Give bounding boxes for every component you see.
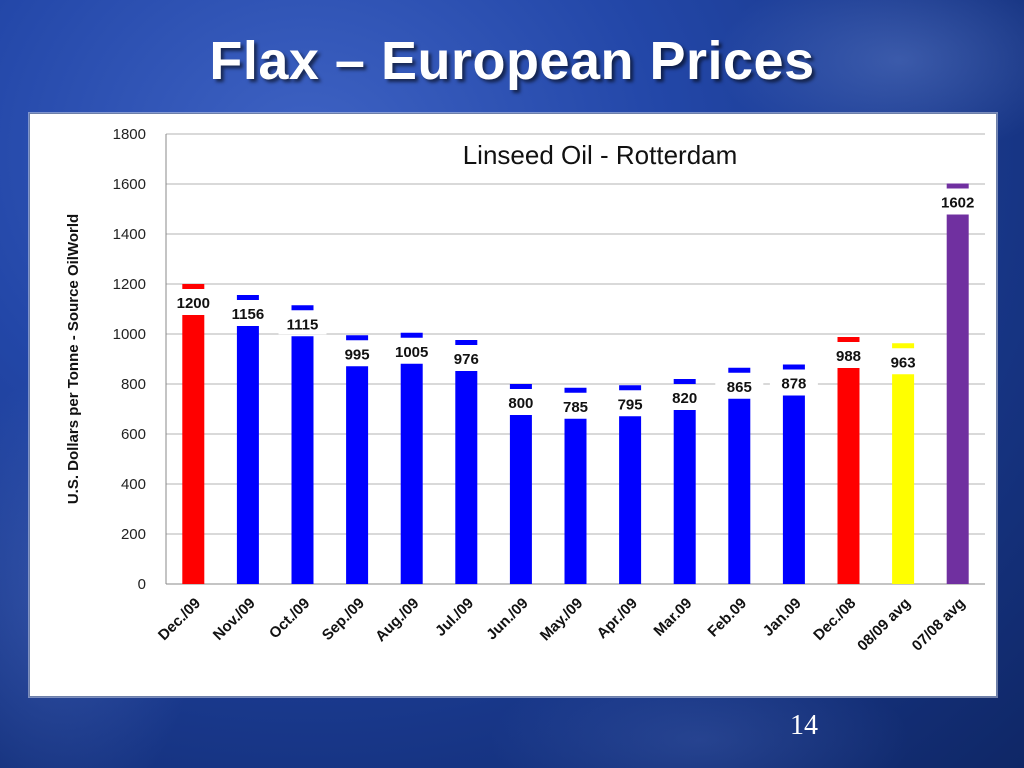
- data-label-bg: [169, 291, 218, 313]
- bar: [892, 374, 915, 584]
- y-tick-label: 600: [121, 426, 146, 443]
- y-tick-label: 1600: [113, 176, 146, 193]
- data-label-bg: [606, 392, 655, 415]
- data-label-bg: [769, 371, 818, 394]
- data-label: 785: [563, 399, 588, 416]
- data-label-bg: [824, 344, 873, 366]
- bar-cap: [673, 379, 696, 384]
- x-tick-label: Nov./09: [210, 595, 259, 644]
- data-label: 865: [727, 379, 752, 396]
- bar-cap: [564, 387, 587, 393]
- bar: [346, 366, 369, 584]
- x-tick-label: 08/09 avg: [854, 595, 914, 655]
- bar-cap: [619, 385, 642, 391]
- data-label-bg: [715, 374, 764, 397]
- x-tick-label: Jan.09: [760, 595, 805, 640]
- data-label: 1200: [177, 295, 210, 312]
- x-tick-label: 07/08 avg: [909, 595, 969, 655]
- data-label: 795: [618, 396, 643, 413]
- bar: [182, 315, 205, 584]
- x-tick-label: May./09: [537, 595, 587, 645]
- bar-cap: [892, 343, 915, 349]
- x-tick-label: Sep./09: [319, 595, 368, 644]
- chart-title: Linseed Oil - Rotterdam: [463, 140, 738, 170]
- data-label: 988: [836, 348, 861, 365]
- data-label: 976: [454, 351, 479, 368]
- x-tick-label: Mar.09: [650, 595, 695, 640]
- data-label-bg: [551, 394, 600, 417]
- x-tick-label: Feb.09: [704, 595, 750, 641]
- bar: [564, 418, 587, 584]
- slide-number: 14: [790, 710, 818, 741]
- x-tick-label: Apr./09: [594, 595, 641, 642]
- slide-title: Flax – European Prices: [209, 31, 815, 91]
- bar: [291, 336, 314, 584]
- y-tick-label: 400: [121, 476, 146, 493]
- data-label-bg: [496, 391, 545, 413]
- y-tick-label: 800: [121, 376, 146, 393]
- x-tick-label: Dec./08: [810, 595, 859, 644]
- bar: [619, 416, 642, 584]
- y-tick-label: 1200: [113, 276, 146, 293]
- bar: [236, 326, 259, 584]
- data-label: 1115: [287, 316, 319, 333]
- bar-cap: [236, 295, 259, 300]
- data-label: 820: [672, 390, 697, 407]
- bar: [400, 363, 423, 584]
- bar: [782, 395, 805, 584]
- data-label-bg: [387, 339, 436, 362]
- data-label: 878: [781, 376, 806, 393]
- data-label: 995: [345, 346, 370, 363]
- data-label-bg: [879, 350, 928, 373]
- bar-cap: [509, 384, 532, 389]
- data-label: 800: [508, 395, 533, 412]
- x-tick-label: Jun./09: [483, 595, 532, 644]
- bar-cap: [182, 284, 205, 289]
- data-label: 1156: [232, 306, 265, 323]
- bar: [837, 368, 860, 584]
- bar-cap: [455, 340, 478, 345]
- bar-cap: [946, 183, 969, 189]
- data-label: 1005: [395, 344, 428, 361]
- x-tick-label: Dec./09: [155, 595, 204, 644]
- y-tick-label: 1000: [113, 326, 146, 343]
- data-label-bg: [223, 302, 272, 324]
- y-tick-label: 0: [138, 576, 146, 593]
- bar-chart: 0 200 400 600 800 1000 1200 1400 1600 1800 Linseed…: [65, 126, 985, 655]
- data-label: 963: [891, 354, 916, 371]
- data-label-bg: [278, 312, 327, 335]
- bar: [509, 415, 532, 584]
- bar: [946, 214, 969, 584]
- bar: [673, 410, 696, 584]
- y-tick-label: 200: [121, 526, 146, 543]
- y-tick-label: 1800: [113, 126, 146, 143]
- data-label-bg: [333, 342, 382, 365]
- x-tick-label: Aug./09: [372, 595, 422, 645]
- bar-cap: [728, 367, 751, 373]
- bar-cap: [291, 305, 314, 311]
- data-label-bg: [660, 386, 709, 408]
- x-tick-label: Jul./09: [432, 595, 477, 640]
- bar-cap: [346, 335, 369, 341]
- y-axis-label: U.S. Dollars per Tonne - Source OilWorld: [65, 214, 82, 504]
- data-label-bg: [442, 347, 491, 369]
- bar: [455, 371, 478, 584]
- data-label: 1602: [941, 195, 974, 212]
- x-tick-label: Oct./09: [266, 595, 313, 642]
- y-tick-label: 1400: [113, 226, 146, 243]
- data-label-bg: [933, 190, 982, 213]
- bar-cap: [782, 364, 805, 370]
- bar-cap: [400, 332, 423, 338]
- chart-frame: 0 200 400 600 800 1000 1200 1400 1600 1800 Linseed…: [29, 113, 997, 697]
- bar-cap: [837, 337, 860, 342]
- bar: [728, 398, 751, 584]
